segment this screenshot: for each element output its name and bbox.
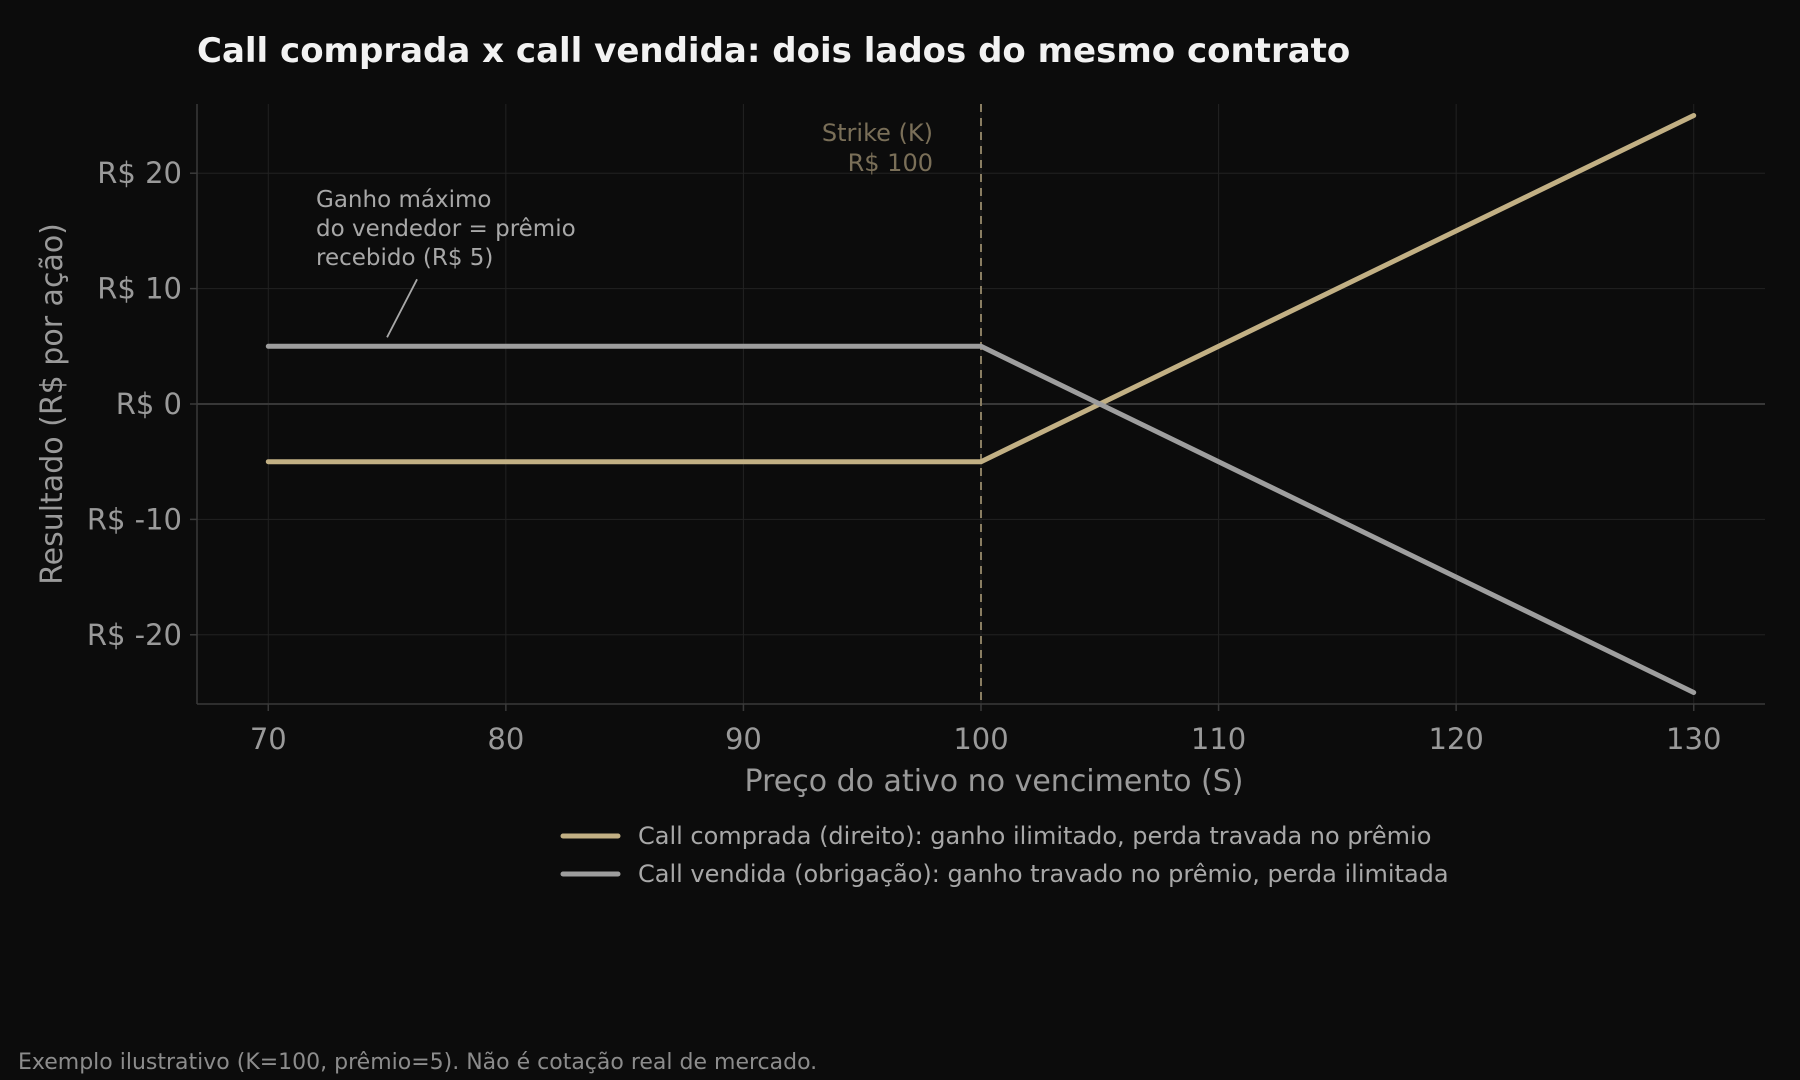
footnote: Exemplo ilustrativo (K=100, prêmio=5). N… [18,1050,817,1075]
y-tick-label: R$ 20 [97,156,182,190]
y-tick-label: R$ 10 [97,272,182,306]
series-line-2 [265,343,1697,695]
y-tick-label: R$ 0 [116,387,182,421]
annotation-text-line: Ganho máximo [316,187,491,213]
legend-label-1: Call comprada (direito): ganho ilimitado… [638,822,1431,850]
y-axis-label: Resultado (R$ por ação) [35,223,70,585]
legend: Call comprada (direito): ganho ilimitado… [560,822,1449,888]
y-tick-label: R$ -10 [87,502,182,536]
legend-label-2: Call vendida (obrigação): ganho travado … [638,860,1449,888]
series-line-1 [265,113,1697,465]
annotation-text-line: recebido (R$ 5) [316,245,493,271]
x-tick-labels: 70 80 90 100 110 120 130 [250,722,1722,756]
x-tick-label: 110 [1191,722,1246,756]
strike-label-line2: R$ 100 [848,149,933,177]
x-tick-label: 70 [250,722,287,756]
chart-title: Call comprada x call vendida: dois lados… [197,31,1350,71]
x-tick-label: 100 [953,722,1008,756]
x-axis-label: Preço do ativo no vencimento (S) [745,764,1244,799]
strike-layer: Strike (K)R$ 100 [822,104,982,704]
series-layer [265,113,1697,695]
y-tick-label: R$ -20 [87,618,182,652]
axes [190,104,1765,711]
y-tick-labels: R$ 20 R$ 10 R$ 0 R$ -10 R$ -20 [87,156,182,652]
x-tick-label: 90 [725,722,762,756]
annotation-pointer [386,278,418,338]
annotation-text-line: do vendedor = prêmio [316,216,576,242]
strike-label-line1: Strike (K) [822,119,933,147]
annotation-layer: Ganho máximo do vendedor = prêmio recebido… [316,187,576,338]
x-tick-label: 80 [487,722,524,756]
x-tick-label: 130 [1666,722,1721,756]
x-tick-label: 120 [1428,722,1483,756]
